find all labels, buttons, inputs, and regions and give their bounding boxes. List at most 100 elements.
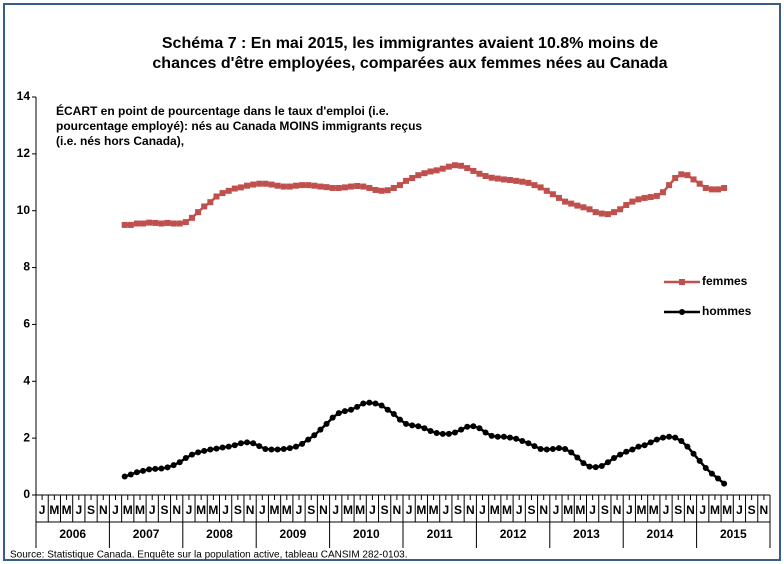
marker <box>335 410 342 417</box>
marker <box>684 172 691 179</box>
annotation: pourcentage employé): nés au Canada MOIN… <box>56 119 422 133</box>
x-tick-label: N <box>539 503 548 517</box>
marker <box>653 436 660 443</box>
year-label: 2006 <box>59 527 86 541</box>
x-tick-label: S <box>454 503 462 517</box>
marker <box>133 220 140 227</box>
x-tick-label: J <box>516 503 523 517</box>
x-tick-label: S <box>160 503 168 517</box>
marker <box>574 202 581 209</box>
marker <box>396 416 403 423</box>
marker <box>207 446 214 453</box>
marker <box>256 180 263 187</box>
marker <box>225 443 232 450</box>
marker <box>696 180 703 187</box>
marker <box>133 469 140 476</box>
year-label: 2013 <box>573 527 600 541</box>
marker <box>611 209 618 216</box>
x-tick-label: N <box>246 503 255 517</box>
marker <box>678 437 685 444</box>
x-tick-label: N <box>99 503 108 517</box>
marker <box>317 426 324 433</box>
marker <box>378 402 385 409</box>
year-label: 2012 <box>500 527 527 541</box>
plot-area <box>36 97 770 495</box>
marker <box>721 480 728 487</box>
marker <box>176 220 183 227</box>
marker <box>409 422 416 429</box>
marker <box>305 182 312 189</box>
marker <box>708 470 715 477</box>
x-tick-label: J <box>589 503 596 517</box>
x-tick-label: N <box>319 503 328 517</box>
y-tick-label: 0 <box>23 487 30 501</box>
marker <box>451 429 458 436</box>
marker <box>679 309 685 315</box>
x-tick-label: M <box>563 503 573 517</box>
marker <box>390 184 397 191</box>
year-label: 2008 <box>206 527 233 541</box>
marker <box>274 182 281 189</box>
marker <box>170 220 177 227</box>
marker <box>127 221 134 228</box>
marker <box>348 406 355 413</box>
marker <box>568 449 575 456</box>
marker <box>500 433 507 440</box>
marker <box>549 191 556 198</box>
x-tick-label: M <box>429 503 439 517</box>
marker <box>715 475 722 482</box>
annotation: (i.e. nés hors Canada), <box>56 134 184 148</box>
x-tick-label: J <box>259 503 266 517</box>
marker <box>513 435 520 442</box>
marker <box>458 162 465 169</box>
marker <box>360 183 367 190</box>
marker <box>647 439 654 446</box>
x-tick-label: M <box>502 503 512 517</box>
x-tick-label: N <box>686 503 695 517</box>
y-tick-label: 8 <box>23 260 30 274</box>
source: Source: Statistique Canada. Enquête sur … <box>10 550 407 561</box>
x-tick-label: S <box>601 503 609 517</box>
marker <box>623 448 630 455</box>
marker <box>641 194 648 201</box>
x-tick-label: J <box>75 503 82 517</box>
marker <box>586 463 593 470</box>
marker <box>415 423 422 430</box>
marker <box>678 171 685 178</box>
x-tick-label: J <box>406 503 413 517</box>
marker <box>659 189 666 196</box>
x-tick-label: J <box>626 503 633 517</box>
x-tick-label: J <box>149 503 156 517</box>
marker <box>433 167 440 174</box>
marker <box>494 175 501 182</box>
year-label: 2015 <box>720 527 747 541</box>
marker <box>659 434 666 441</box>
x-tick-label: N <box>393 503 402 517</box>
marker <box>146 466 153 473</box>
marker <box>666 433 673 440</box>
marker <box>152 465 159 472</box>
annotation: ÉCART en point de pourcentage dans le ta… <box>56 103 389 118</box>
x-tick-label: N <box>760 503 769 517</box>
marker <box>555 445 562 452</box>
marker <box>672 175 679 182</box>
marker <box>451 162 458 169</box>
marker <box>439 430 446 437</box>
y-tick-label: 2 <box>23 430 30 444</box>
marker <box>617 451 624 458</box>
x-tick-label: M <box>282 503 292 517</box>
x-tick-label: J <box>663 503 670 517</box>
marker <box>164 219 171 226</box>
marker <box>317 183 324 190</box>
marker <box>188 214 195 221</box>
marker <box>250 440 257 447</box>
marker <box>543 187 550 194</box>
marker <box>384 187 391 194</box>
x-tick-label: S <box>381 503 389 517</box>
marker <box>158 220 165 227</box>
marker <box>170 462 177 469</box>
y-tick-label: 10 <box>17 203 31 217</box>
marker <box>679 279 685 285</box>
marker <box>629 446 636 453</box>
marker <box>372 186 379 193</box>
